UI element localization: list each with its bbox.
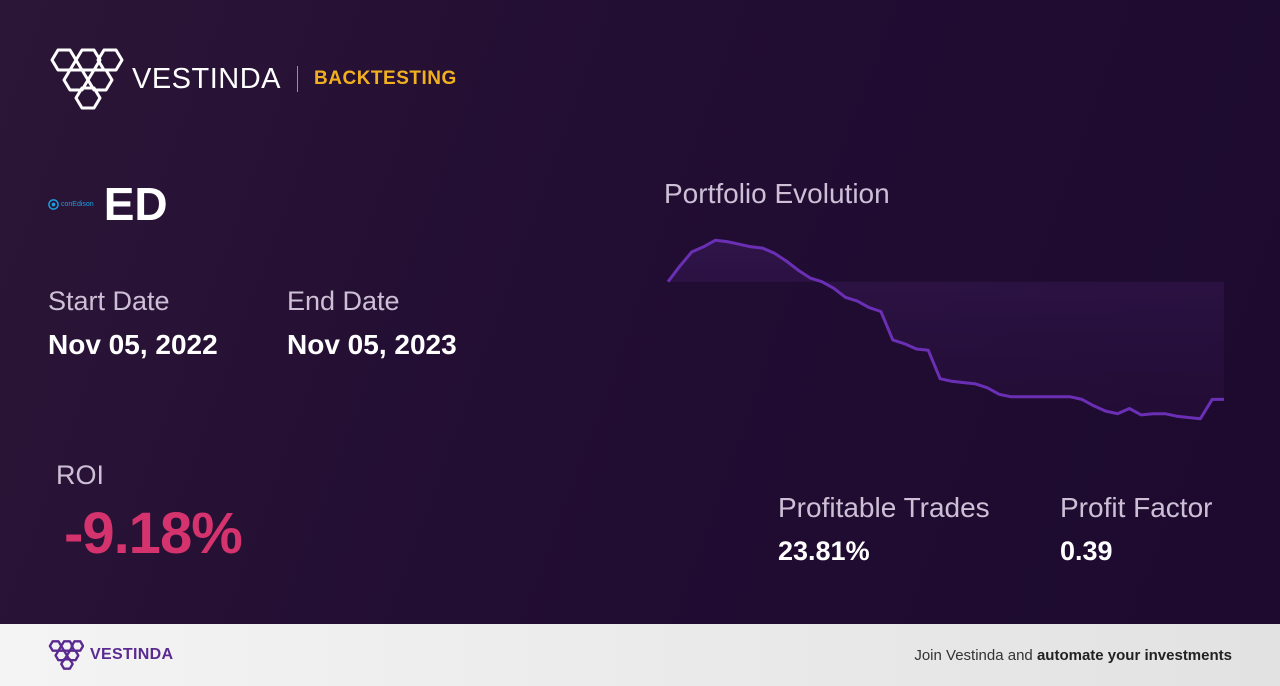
end-date-value: Nov 05, 2023 bbox=[287, 329, 457, 360]
profit-factor-block: Profit Factor 0.39 bbox=[1060, 492, 1212, 567]
start-date-label: Start Date bbox=[48, 286, 170, 316]
footer-cta: Join Vestinda and automate your investme… bbox=[914, 647, 1232, 664]
company-logo-text: conEdison bbox=[61, 200, 94, 208]
chart-series-line bbox=[666, 238, 1224, 421]
profitable-trades-block: Profitable Trades 23.81% bbox=[778, 492, 990, 567]
start-date-block: Start Date Nov 05, 2022 bbox=[48, 286, 218, 361]
footer-cta-prefix: Join Vestinda and bbox=[914, 646, 1037, 664]
brand-name: VESTINDA bbox=[132, 62, 282, 95]
ticker-symbol: ED bbox=[103, 178, 168, 230]
profitable-trades-label: Profitable Trades bbox=[778, 492, 990, 523]
conedison-logo-icon bbox=[48, 198, 59, 210]
backtest-card: VESTINDA BACKTESTING conEdison ED Start … bbox=[0, 0, 1280, 624]
profitable-trades-value: 23.81% bbox=[778, 536, 870, 566]
roi-label: ROI bbox=[56, 460, 105, 490]
vestinda-logo-icon bbox=[50, 48, 124, 110]
footer-brand[interactable]: VESTINDA bbox=[48, 639, 173, 671]
footer-brand-name: VESTINDA bbox=[90, 646, 174, 663]
profit-factor-label: Profit Factor bbox=[1060, 492, 1213, 523]
company-logo: conEdison bbox=[48, 198, 94, 210]
footer: VESTINDA Join Vestinda and automate your… bbox=[0, 624, 1280, 686]
end-date-block: End Date Nov 05, 2023 bbox=[287, 286, 457, 361]
section-label: BACKTESTING bbox=[314, 68, 457, 89]
chart-title: Portfolio Evolution bbox=[664, 178, 890, 209]
header-divider bbox=[297, 66, 299, 92]
end-date-label: End Date bbox=[287, 286, 400, 316]
ticker: conEdison ED bbox=[48, 178, 168, 230]
header: VESTINDA BACKTESTING bbox=[48, 46, 457, 112]
start-date-value: Nov 05, 2022 bbox=[48, 329, 218, 360]
vestinda-logo-icon bbox=[48, 640, 84, 670]
roi-value: -9.18% bbox=[64, 501, 243, 566]
profit-factor-value: 0.39 bbox=[1060, 536, 1113, 566]
portfolio-evolution-chart bbox=[666, 238, 1224, 421]
chart-area bbox=[668, 240, 1224, 419]
footer-cta-bold: automate your investments bbox=[1036, 646, 1232, 664]
